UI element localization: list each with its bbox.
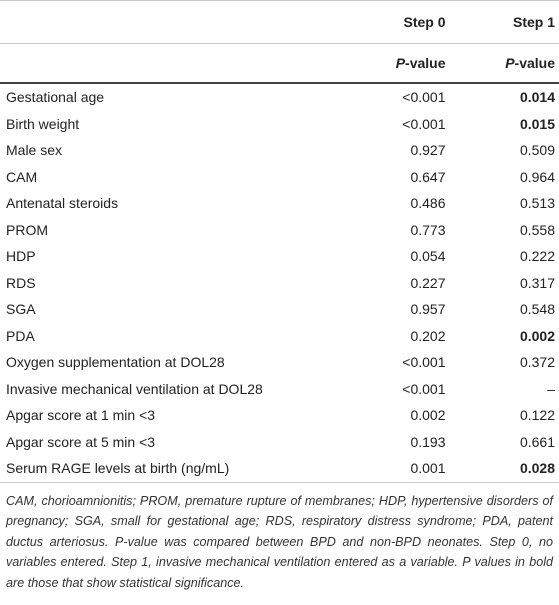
cell: 0.548 [519, 301, 555, 318]
row-label: Apgar score at 5 min <3 [6, 433, 156, 450]
header-cell: P-value [340, 43, 450, 84]
table-row: Birth weight <0.001 0.015 [0, 111, 559, 138]
cell: 0.028 [449, 455, 559, 483]
header-cell: P-value [449, 43, 559, 84]
row-label: Invasive mechanical ventilation at DOL28 [6, 380, 263, 397]
cell: 0.002 [519, 327, 555, 344]
cell: 0.227 [410, 274, 446, 291]
cell: 0.054 [410, 248, 446, 265]
row-label: PROM [6, 221, 48, 238]
header-cell: Step 1 [449, 0, 559, 44]
cell: 0.122 [519, 407, 555, 424]
table-row: Male sex 0.927 0.509 [0, 137, 559, 164]
cell: 0.927 [410, 142, 446, 159]
cell: <0.001 [402, 380, 446, 397]
row-label: SGA [6, 301, 36, 318]
cell: 0.773 [410, 221, 446, 238]
cell: 0.222 [519, 248, 555, 265]
table-row: RDS 0.227 0.317 [0, 270, 559, 297]
row-label: PDA [6, 327, 35, 344]
cell: <0.001 [402, 354, 446, 371]
header-cell: Step 0 [340, 0, 450, 44]
row-label: Gestational age [6, 89, 105, 106]
header-cell [0, 0, 340, 44]
row-label: Apgar score at 1 min <3 [6, 407, 156, 424]
cell: 0.372 [519, 354, 555, 371]
table-row: Apgar score at 5 min <3 0.193 0.661 [0, 429, 559, 456]
cell: <0.001 [402, 89, 446, 106]
cell: 0.014 [519, 89, 555, 106]
row-label: Serum RAGE levels at birth (ng/mL) [0, 455, 340, 483]
cell: 0.202 [410, 327, 446, 344]
table-row: Apgar score at 1 min <3 0.002 0.122 [0, 402, 559, 429]
cell: 0.193 [410, 433, 446, 450]
row-label: RDS [6, 274, 36, 291]
table-row: PDA 0.202 0.002 [0, 323, 559, 350]
table-row: Gestational age <0.001 0.014 [0, 83, 559, 111]
cell: 0.486 [410, 195, 446, 212]
data-table: Step 0 Step 1 P-value P-value Gestationa… [0, 0, 559, 483]
cell: 0.509 [519, 142, 555, 159]
header-cell [0, 43, 340, 84]
subheader-text: P-value [505, 55, 555, 71]
table-row: HDP 0.054 0.222 [0, 243, 559, 270]
table-row: PROM 0.773 0.558 [0, 217, 559, 244]
cell: 0.513 [519, 195, 555, 212]
table-row: CAM 0.647 0.964 [0, 164, 559, 191]
table-row: SGA 0.957 0.548 [0, 296, 559, 323]
table-row: Invasive mechanical ventilation at DOL28… [0, 376, 559, 403]
subheader-text: P-value [395, 55, 446, 71]
footnote: CAM, chorioamnionitis; PROM, premature r… [6, 493, 553, 590]
table-row: Serum RAGE levels at birth (ng/mL) 0.001 0… [0, 455, 559, 483]
cell: 0.661 [519, 433, 555, 450]
row-label: Antenatal steroids [6, 195, 119, 212]
table-row: Oxygen supplementation at DOL28 <0.001 0.3… [0, 349, 559, 376]
subheader-row: P-value P-value [0, 43, 559, 84]
row-label: Oxygen supplementation at DOL28 [6, 354, 225, 371]
cell: 0.647 [410, 168, 446, 185]
cell: – [547, 380, 555, 397]
cell: 0.015 [519, 115, 555, 132]
cell: <0.001 [402, 115, 446, 132]
table-row: Antenatal steroids 0.486 0.513 [0, 190, 559, 217]
cell: 0.964 [519, 168, 555, 185]
cell: 0.558 [519, 221, 555, 238]
row-label: HDP [6, 248, 36, 265]
cell: 0.002 [410, 407, 446, 424]
table-body: Gestational age <0.001 0.014 Birth weight <0… [0, 83, 559, 483]
header-row: Step 0 Step 1 [0, 0, 559, 44]
row-label: Male sex [6, 142, 63, 159]
cell: 0.001 [340, 455, 450, 483]
cell: 0.957 [410, 301, 446, 318]
row-label: CAM [6, 168, 38, 185]
cell: 0.317 [519, 274, 555, 291]
row-label: Birth weight [6, 115, 80, 132]
